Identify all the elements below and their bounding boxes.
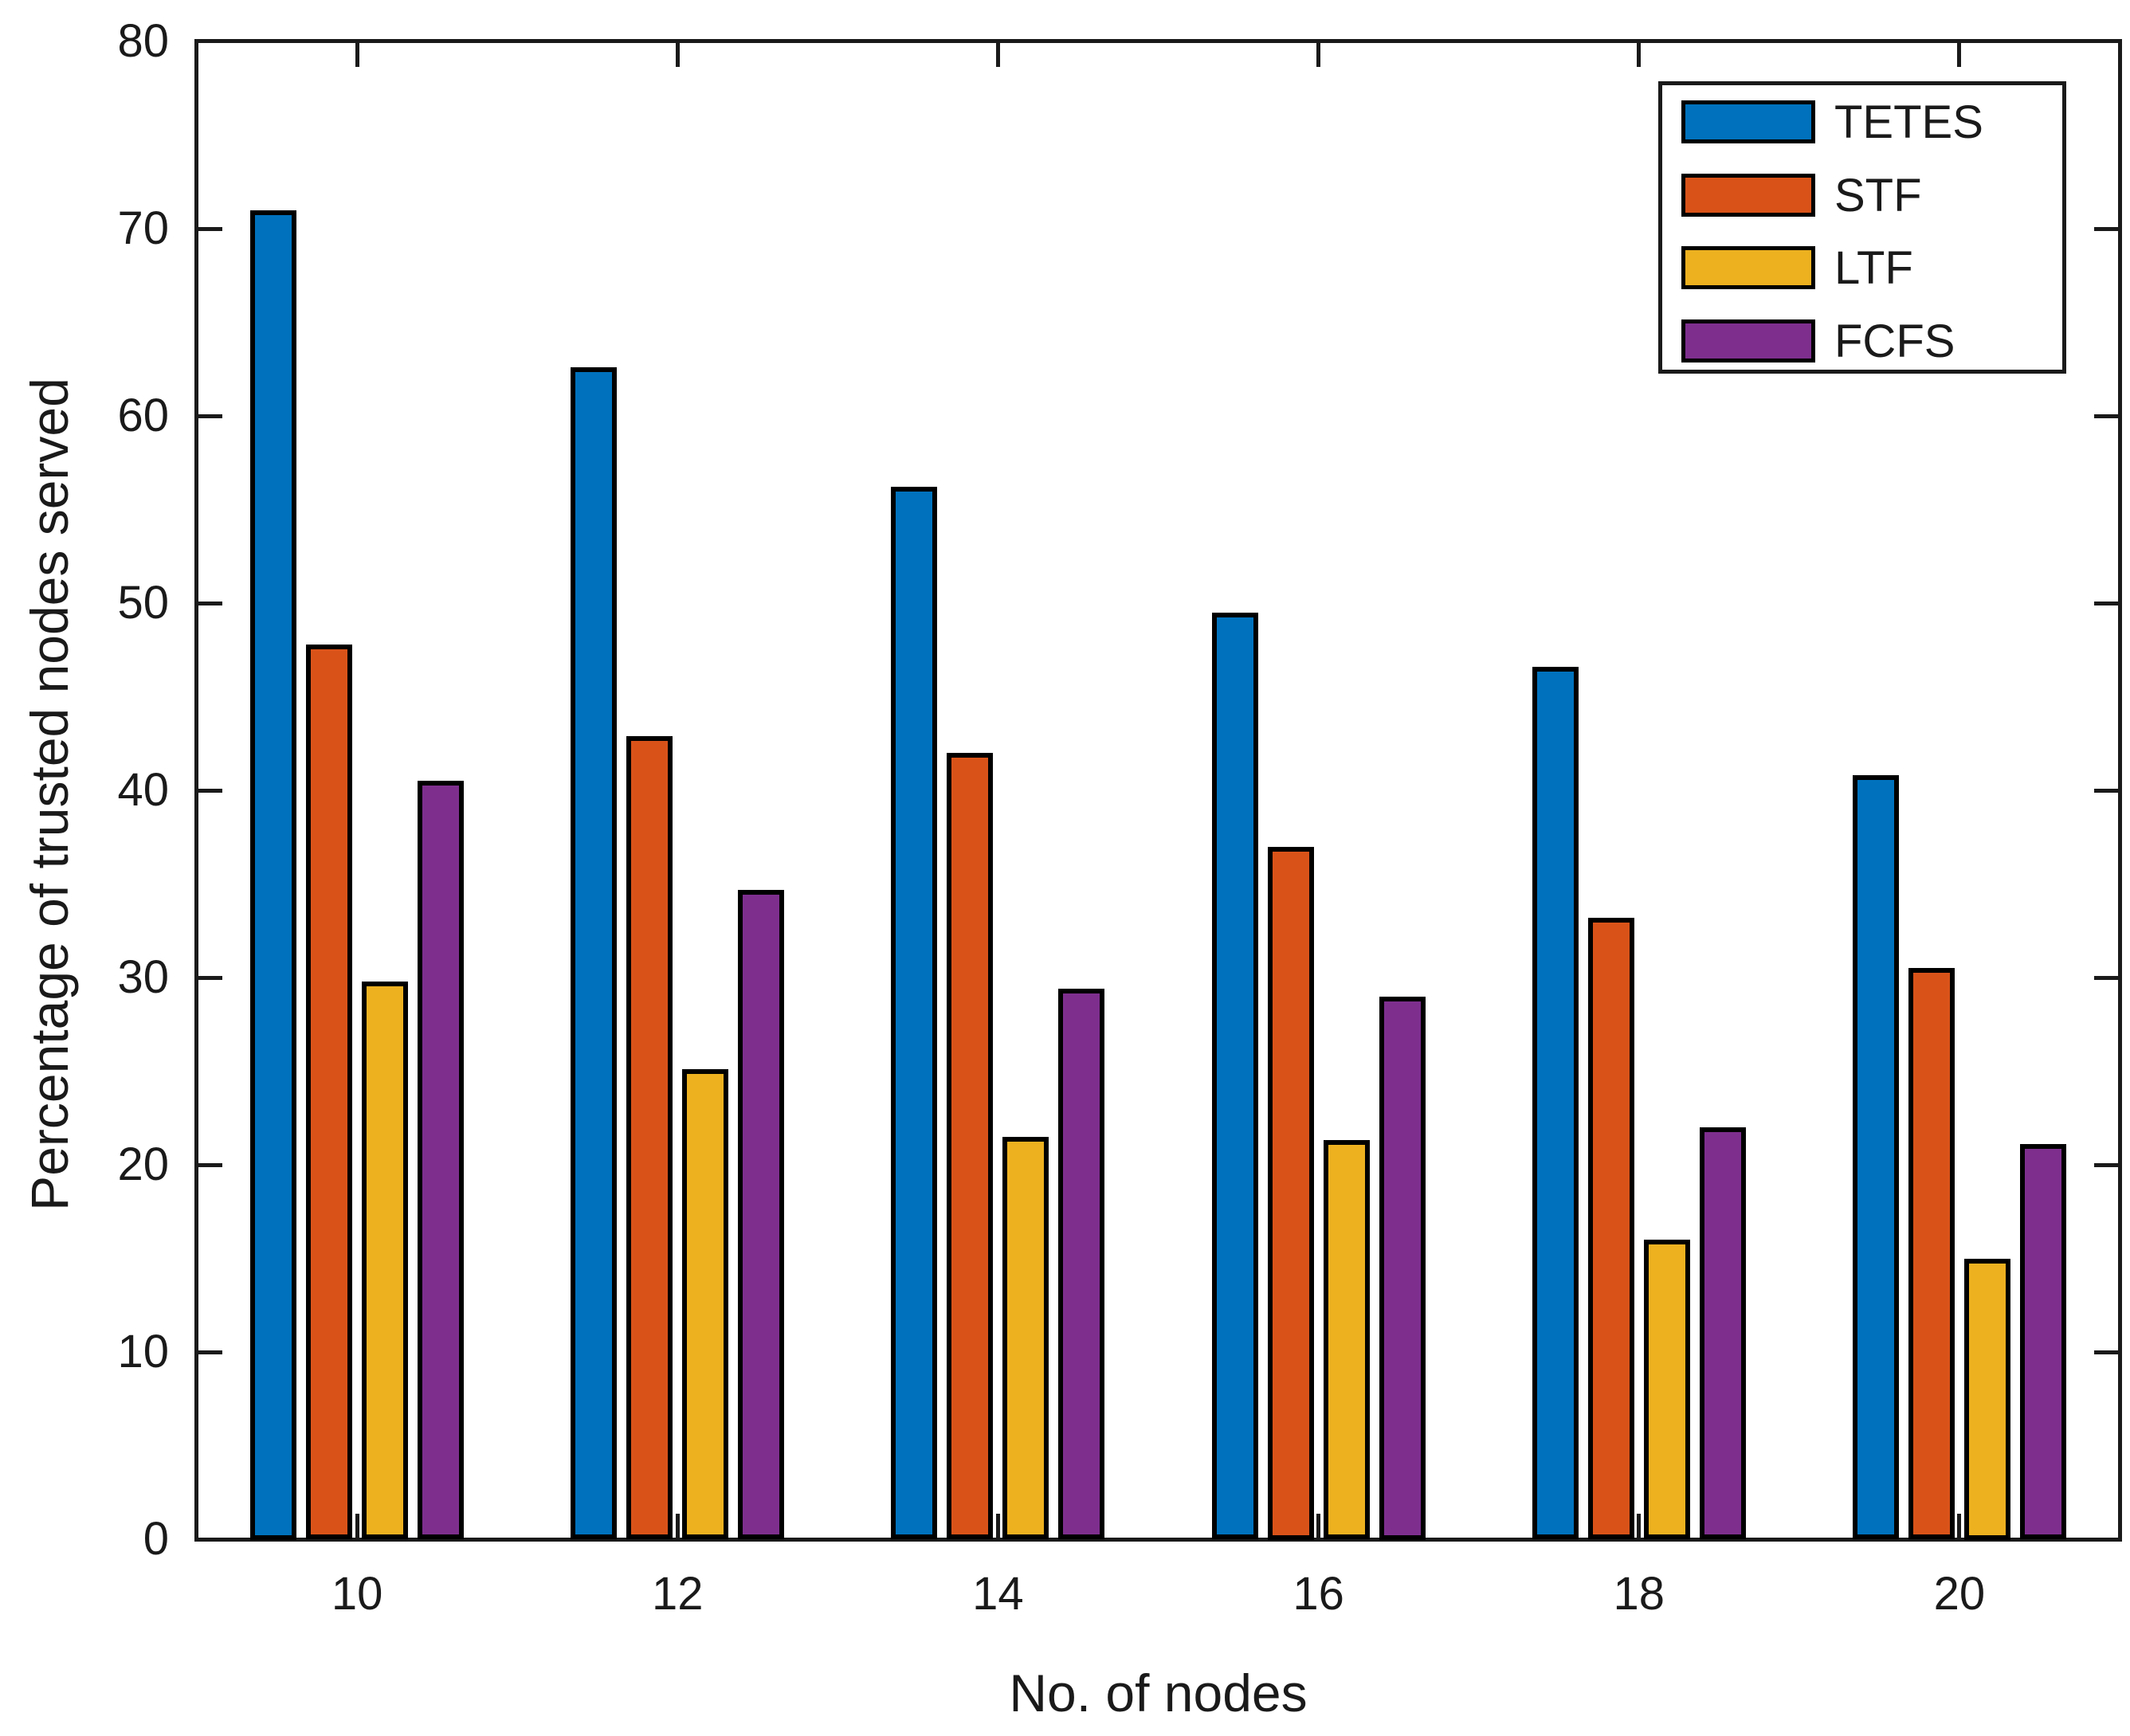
bar-stf-x10 bbox=[306, 645, 352, 1539]
y-tick-right-40 bbox=[2094, 788, 2118, 793]
x-tick-bottom-20 bbox=[1957, 1514, 1962, 1538]
plot-area bbox=[194, 39, 2122, 1542]
y-tick-left-40 bbox=[198, 788, 222, 793]
y-tick-left-60 bbox=[198, 413, 222, 418]
x-tick-label-18: 18 bbox=[1613, 1568, 1665, 1620]
x-tick-label-12: 12 bbox=[651, 1568, 704, 1620]
bar-tetes-x10 bbox=[250, 210, 296, 1540]
bar-stf-x18 bbox=[1588, 918, 1634, 1539]
bar-stf-x12 bbox=[626, 736, 673, 1539]
legend-swatch-stf bbox=[1681, 174, 1815, 217]
y-tick-label-50: 50 bbox=[117, 577, 169, 629]
y-tick-right-50 bbox=[2094, 601, 2118, 605]
x-tick-top-14 bbox=[995, 43, 1000, 67]
legend: TETES STF LTF FCFS bbox=[1658, 81, 2066, 374]
bar-ltf-x10 bbox=[362, 982, 408, 1539]
y-tick-right-30 bbox=[2094, 975, 2118, 980]
x-tick-bottom-10 bbox=[355, 1514, 359, 1538]
bar-stf-x14 bbox=[947, 753, 993, 1539]
x-tick-bottom-18 bbox=[1637, 1514, 1642, 1538]
y-tick-left-10 bbox=[198, 1350, 222, 1354]
bar-ltf-x14 bbox=[1002, 1137, 1049, 1539]
bar-fcfs-x12 bbox=[738, 890, 784, 1539]
legend-label-ltf: LTF bbox=[1834, 242, 1913, 294]
x-tick-label-10: 10 bbox=[331, 1568, 383, 1620]
x-tick-bottom-16 bbox=[1316, 1514, 1321, 1538]
y-tick-label-0: 0 bbox=[143, 1513, 169, 1565]
y-tick-left-50 bbox=[198, 601, 222, 605]
x-tick-label-14: 14 bbox=[972, 1568, 1024, 1620]
bar-tetes-x14 bbox=[891, 487, 937, 1539]
x-tick-top-16 bbox=[1316, 43, 1321, 67]
x-tick-label-16: 16 bbox=[1293, 1568, 1344, 1620]
x-tick-bottom-14 bbox=[995, 1514, 1000, 1538]
bar-fcfs-x16 bbox=[1379, 997, 1426, 1540]
bar-fcfs-x18 bbox=[1700, 1127, 1746, 1539]
x-tick-top-10 bbox=[355, 43, 359, 67]
y-tick-label-10: 10 bbox=[117, 1326, 169, 1377]
y-tick-right-10 bbox=[2094, 1350, 2118, 1354]
bar-tetes-x18 bbox=[1532, 667, 1579, 1539]
bar-tetes-x12 bbox=[571, 367, 617, 1539]
x-tick-bottom-12 bbox=[675, 1514, 680, 1538]
x-tick-label-20: 20 bbox=[1933, 1568, 1986, 1620]
x-tick-top-20 bbox=[1957, 43, 1962, 67]
bar-ltf-x18 bbox=[1644, 1240, 1690, 1539]
bar-ltf-x12 bbox=[682, 1069, 728, 1539]
y-tick-left-70 bbox=[198, 226, 222, 231]
bar-stf-x20 bbox=[1908, 968, 1955, 1539]
bar-tetes-x16 bbox=[1212, 613, 1258, 1539]
y-tick-right-20 bbox=[2094, 1162, 2118, 1167]
y-tick-label-30: 30 bbox=[117, 951, 169, 1003]
y-tick-label-60: 60 bbox=[117, 390, 169, 441]
y-tick-label-70: 70 bbox=[117, 202, 169, 254]
y-tick-right-60 bbox=[2094, 413, 2118, 418]
bar-ltf-x16 bbox=[1324, 1140, 1370, 1539]
legend-swatch-tetes bbox=[1681, 100, 1815, 143]
y-tick-left-20 bbox=[198, 1162, 222, 1167]
bar-fcfs-x20 bbox=[2020, 1144, 2066, 1539]
y-axis-label: Percentage of trusted nodes served bbox=[20, 378, 79, 1211]
bar-tetes-x20 bbox=[1853, 775, 1899, 1539]
legend-label-fcfs: FCFS bbox=[1834, 315, 1955, 367]
y-tick-right-70 bbox=[2094, 226, 2118, 231]
x-tick-top-18 bbox=[1637, 43, 1642, 67]
bar-stf-x16 bbox=[1268, 847, 1314, 1540]
bar-fcfs-x10 bbox=[418, 781, 464, 1539]
legend-label-stf: STF bbox=[1834, 170, 1922, 221]
bar-ltf-x20 bbox=[1964, 1259, 2010, 1540]
y-tick-label-20: 20 bbox=[117, 1138, 169, 1190]
x-tick-top-12 bbox=[675, 43, 680, 67]
legend-swatch-fcfs bbox=[1681, 319, 1815, 362]
y-tick-label-80: 80 bbox=[117, 15, 169, 67]
bar-fcfs-x14 bbox=[1058, 989, 1104, 1539]
x-axis-label: No. of nodes bbox=[1009, 1664, 1308, 1722]
legend-swatch-ltf bbox=[1681, 246, 1815, 289]
legend-label-tetes: TETES bbox=[1834, 96, 1983, 148]
y-tick-label-40: 40 bbox=[117, 764, 169, 816]
y-tick-left-30 bbox=[198, 975, 222, 980]
